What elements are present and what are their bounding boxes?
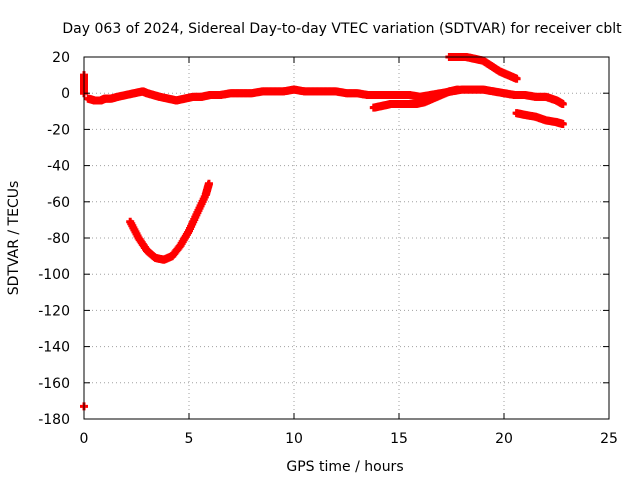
y-tick-label: -40 (47, 159, 70, 175)
y-tick-label: -80 (47, 231, 70, 247)
x-tick-label: 20 (495, 431, 513, 447)
data-point (204, 179, 213, 188)
y-tick-label: -20 (47, 122, 70, 138)
y-tick-label: -160 (38, 376, 70, 392)
y-axis-label: SDTVAR / TECUs (6, 181, 22, 296)
x-tick-label: 5 (185, 431, 194, 447)
x-tick-label: 25 (600, 431, 618, 447)
y-tick-label: 0 (61, 86, 70, 102)
y-tick-label: -60 (47, 195, 70, 211)
data-layer (80, 53, 567, 411)
series-lower-tail (512, 109, 567, 128)
y-tick-label: -100 (38, 267, 70, 283)
axes: 0 5 10 15 20 25 20 0 -20 -40 -60 -80 -100 -120 -140 -16… (38, 50, 618, 447)
x-tick-label: 0 (80, 431, 89, 447)
x-tick-label: 15 (390, 431, 408, 447)
series-dip-arc (126, 179, 213, 264)
y-tick-label: -120 (38, 303, 70, 319)
grid (84, 57, 609, 419)
series-main-trace (84, 85, 567, 109)
y-tick-label: 20 (52, 50, 70, 66)
data-point (512, 74, 521, 83)
data-point (453, 85, 462, 94)
x-axis-label: GPS time / hours (286, 459, 403, 475)
y-tick-label: -140 (38, 340, 70, 356)
plot-frame (83, 56, 610, 420)
series-rising-segment (369, 85, 462, 112)
x-tick-label: 10 (285, 431, 303, 447)
y-tick-label: -180 (38, 412, 70, 428)
chart-title: Day 063 of 2024, Sidereal Day-to-day VTE… (62, 21, 622, 37)
data-point (558, 119, 567, 128)
data-point (558, 100, 567, 109)
